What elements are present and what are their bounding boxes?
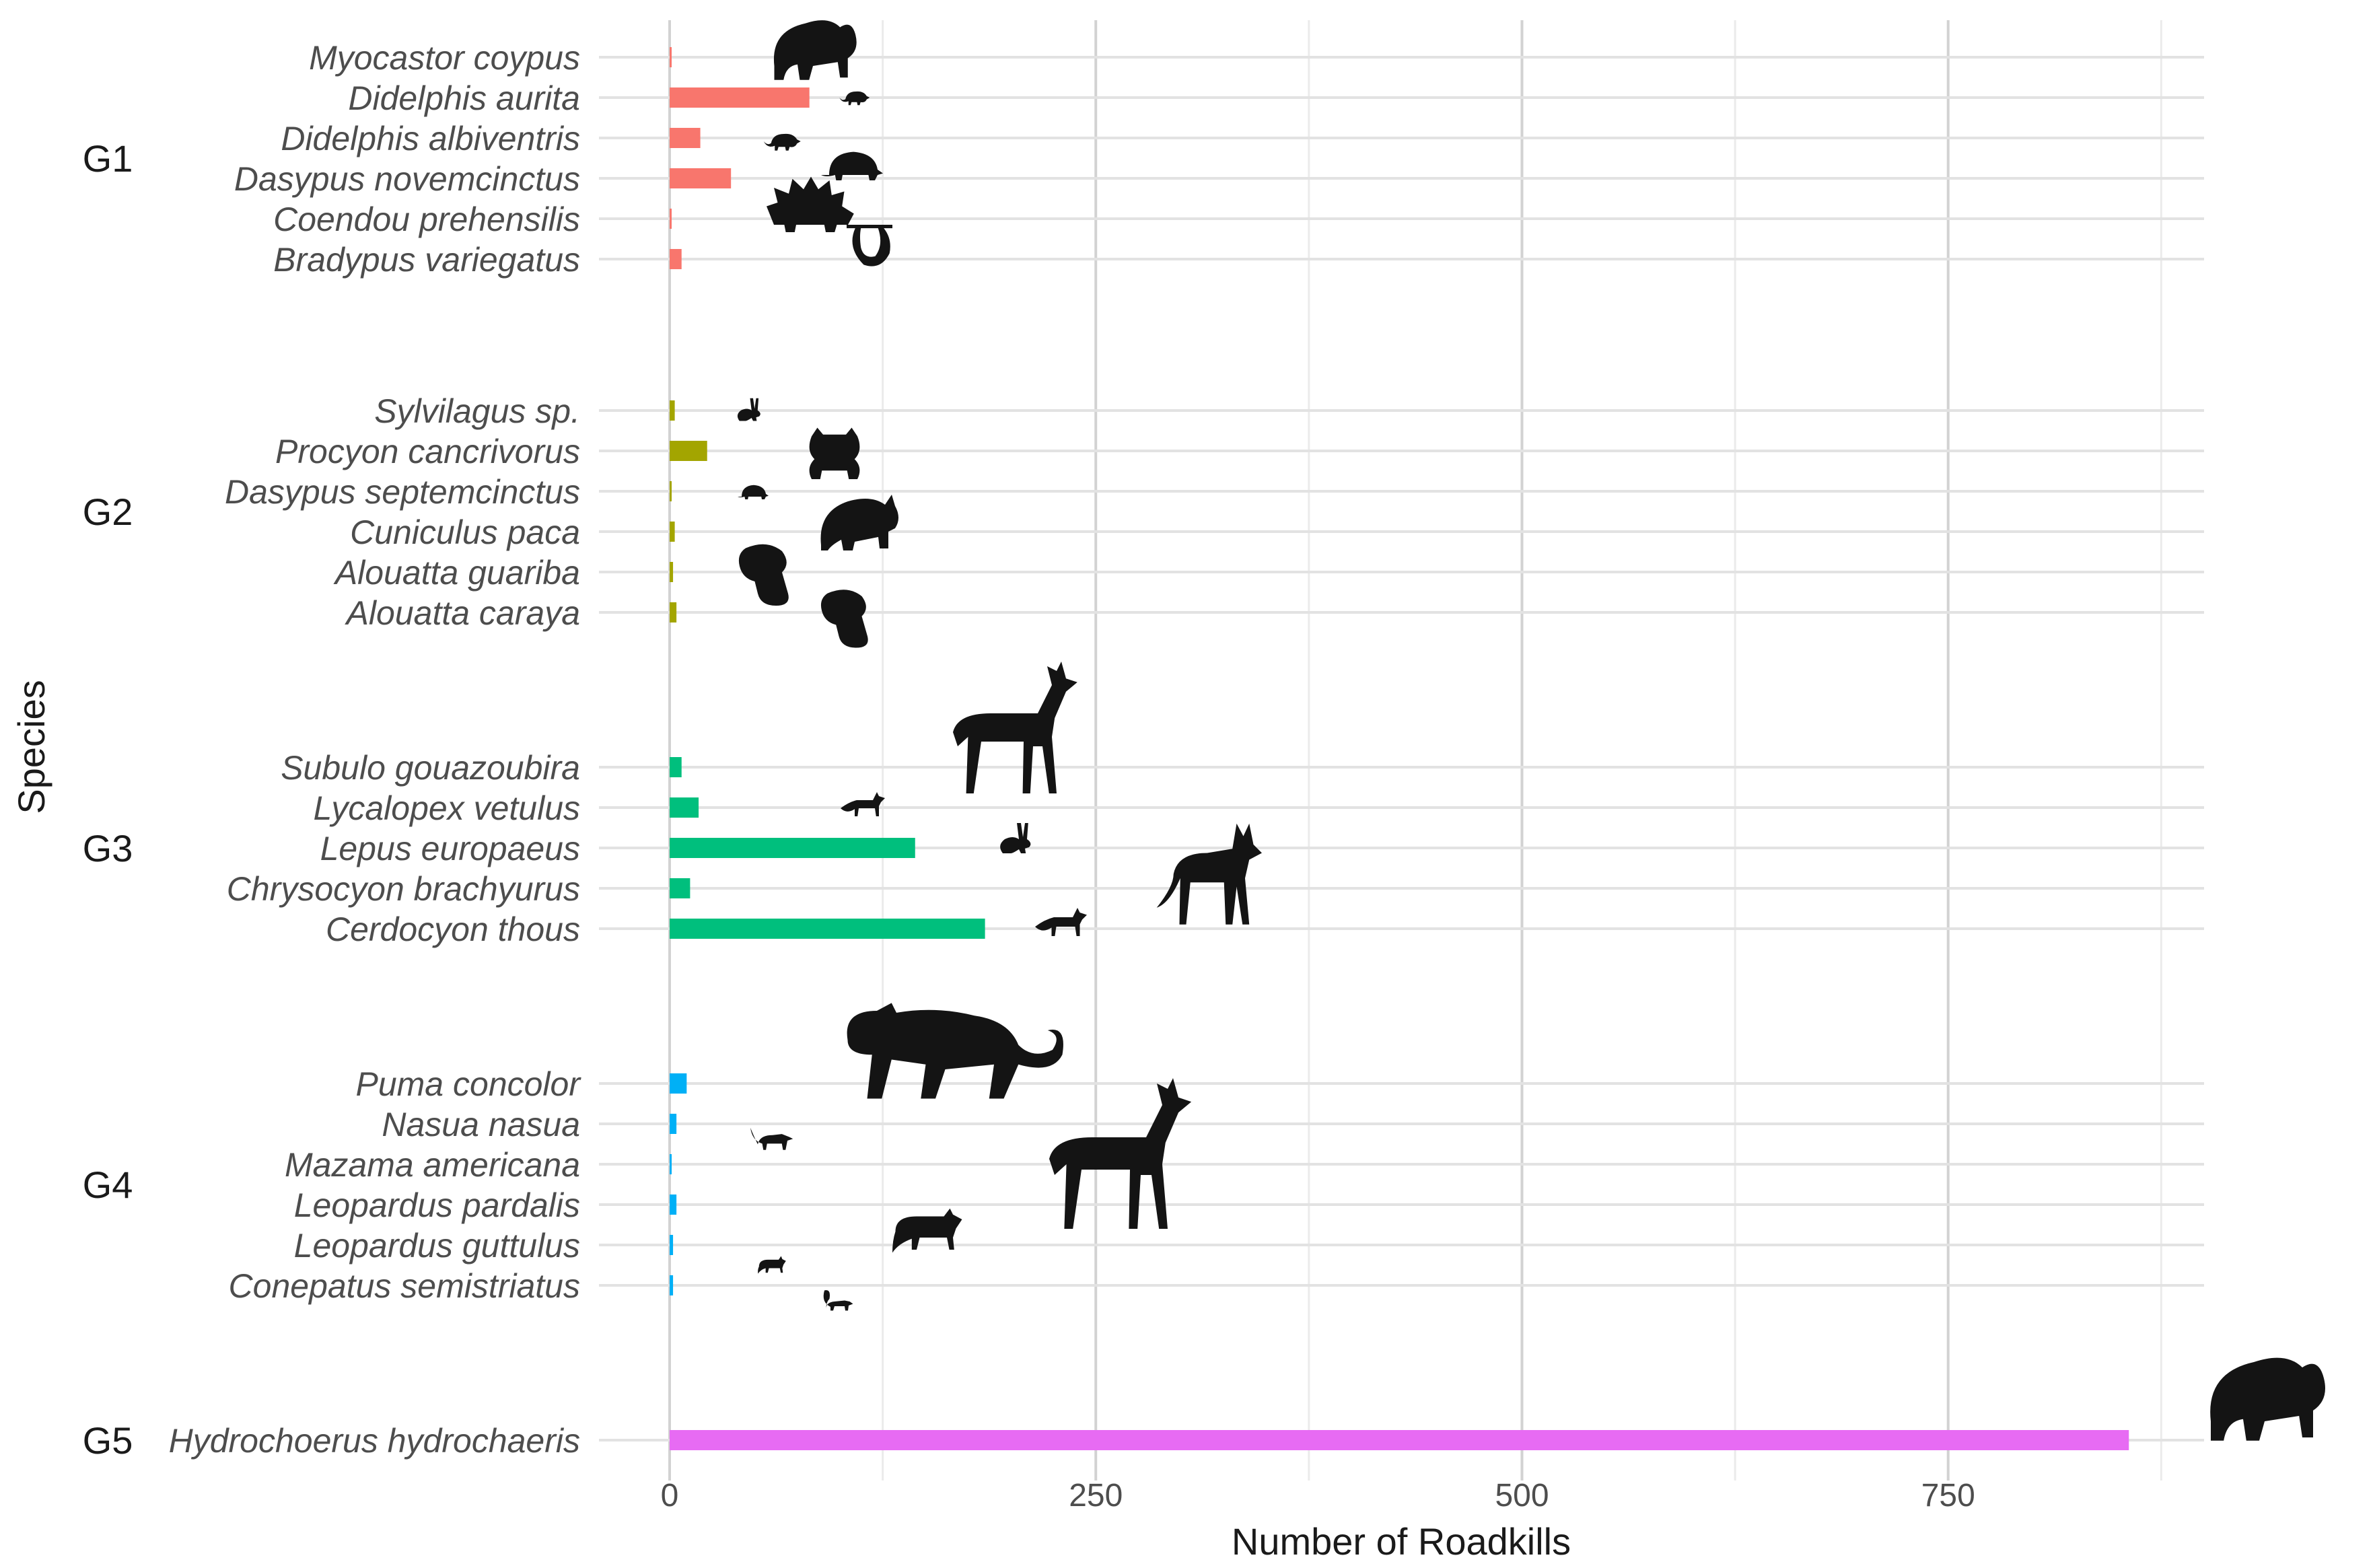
opossum-icon bbox=[763, 133, 801, 151]
species-label: Cerdocyon thous bbox=[326, 911, 580, 948]
species-label: Alouatta caraya bbox=[345, 594, 580, 632]
group-label-G2: G2 bbox=[83, 491, 133, 533]
rabbit-icon bbox=[737, 398, 760, 421]
x-tick-label: 500 bbox=[1495, 1478, 1549, 1513]
species-label: Procyon cancrivorus bbox=[275, 433, 580, 470]
deer-icon bbox=[953, 662, 1077, 793]
monkey-icon bbox=[820, 590, 868, 648]
bar-didelphis-aurita bbox=[670, 87, 810, 108]
bar-leopardus-guttulus bbox=[670, 1235, 674, 1255]
x-axis-title: Number of Roadkills bbox=[1232, 1520, 1571, 1563]
armadillo-icon bbox=[821, 151, 883, 180]
bars bbox=[670, 47, 2129, 1450]
species-label: Lepus europaeus bbox=[320, 830, 580, 867]
group-label-G3: G3 bbox=[83, 827, 133, 869]
bar-lepus-europaeus bbox=[670, 838, 915, 858]
species-label: Coendou prehensilis bbox=[273, 201, 580, 238]
group-label-G1: G1 bbox=[83, 137, 133, 180]
raccoon-icon bbox=[809, 427, 860, 479]
bar-dasypus-novemcinctus bbox=[670, 168, 732, 188]
capybara-icon bbox=[773, 20, 857, 80]
puma-icon bbox=[847, 1003, 1063, 1099]
bar-conepatus-semistriatus bbox=[670, 1275, 674, 1295]
fox-icon bbox=[841, 792, 885, 816]
capybara-icon bbox=[2210, 1357, 2325, 1441]
bar-bradypus-variegatus bbox=[670, 249, 682, 269]
species-label: Nasua nasua bbox=[382, 1106, 580, 1143]
opossum-icon bbox=[839, 91, 870, 106]
species-label: Puma concolor bbox=[356, 1065, 582, 1103]
bar-coendou-prehensilis bbox=[670, 209, 672, 229]
ocelot-icon bbox=[892, 1208, 962, 1253]
species-label: Leopardus pardalis bbox=[294, 1186, 580, 1224]
species-label: Dasypus novemcinctus bbox=[234, 160, 580, 198]
bar-leopardus-pardalis bbox=[670, 1195, 677, 1215]
group-label-G5: G5 bbox=[83, 1419, 133, 1462]
bar-mazama-americana bbox=[670, 1154, 672, 1174]
species-label: Hydrochoerus hydrochaeris bbox=[169, 1422, 580, 1460]
bar-sylvilagus-sp bbox=[670, 400, 675, 421]
species-label: Didelphis albiventris bbox=[281, 120, 580, 157]
bar-myocastor-coypus bbox=[670, 47, 672, 67]
y-axis-title: Species bbox=[10, 680, 52, 814]
species-label: Subulo gouazoubira bbox=[281, 749, 580, 787]
coati-icon bbox=[750, 1127, 793, 1150]
animal-silhouettes bbox=[737, 20, 2325, 1441]
x-tick-label: 250 bbox=[1069, 1478, 1123, 1513]
bar-alouatta-caraya bbox=[670, 602, 677, 622]
species-label: Myocastor coypus bbox=[309, 39, 580, 77]
rabbit-icon bbox=[1000, 823, 1031, 853]
fox-icon bbox=[1035, 908, 1087, 936]
species-label: Bradypus variegatus bbox=[273, 241, 580, 279]
bar-cuniculus-paca bbox=[670, 522, 675, 542]
porcupine-icon bbox=[767, 176, 854, 232]
species-label: Mazama americana bbox=[285, 1146, 580, 1184]
x-tick-label: 0 bbox=[661, 1478, 679, 1513]
x-tick-label: 750 bbox=[1921, 1478, 1975, 1513]
bar-dasypus-septemcinctus bbox=[670, 481, 672, 501]
species-label: Cuniculus paca bbox=[350, 513, 580, 551]
bar-subulo-gouazoubira bbox=[670, 757, 682, 777]
monkey-icon bbox=[738, 544, 789, 606]
bar-chrysocyon-brachyurus bbox=[670, 878, 690, 898]
deer-icon bbox=[1049, 1078, 1192, 1229]
cat-icon bbox=[758, 1256, 786, 1274]
species-label: Conepatus semistriatus bbox=[229, 1267, 580, 1305]
species-label: Didelphis aurita bbox=[348, 79, 580, 117]
sloth-icon bbox=[847, 225, 892, 266]
species-label: Leopardus guttulus bbox=[294, 1227, 580, 1264]
armadillo-icon bbox=[738, 485, 769, 499]
bar-lycalopex-vetulus bbox=[670, 797, 699, 818]
species-label: Alouatta guariba bbox=[333, 554, 580, 592]
bar-didelphis-albiventris bbox=[670, 128, 701, 148]
bar-procyon-cancrivorus bbox=[670, 441, 707, 461]
grid-lines bbox=[599, 20, 2204, 1481]
bar-alouatta-guariba bbox=[670, 562, 674, 582]
species-label: Chrysocyon brachyurus bbox=[227, 870, 580, 908]
species-label: Sylvilagus sp. bbox=[374, 392, 580, 430]
species-label: Dasypus septemcinctus bbox=[225, 473, 580, 511]
bar-cerdocyon-thous bbox=[670, 919, 985, 939]
wolf-icon bbox=[1156, 823, 1262, 925]
paca-icon bbox=[820, 495, 898, 550]
group-label-G4: G4 bbox=[83, 1164, 133, 1206]
bar-hydrochoerus-hydrochaeris bbox=[670, 1430, 2129, 1450]
bar-nasua-nasua bbox=[670, 1114, 677, 1134]
bar-puma-concolor bbox=[670, 1073, 687, 1094]
species-label: Lycalopex vetulus bbox=[313, 789, 580, 827]
skunk-icon bbox=[823, 1290, 853, 1311]
